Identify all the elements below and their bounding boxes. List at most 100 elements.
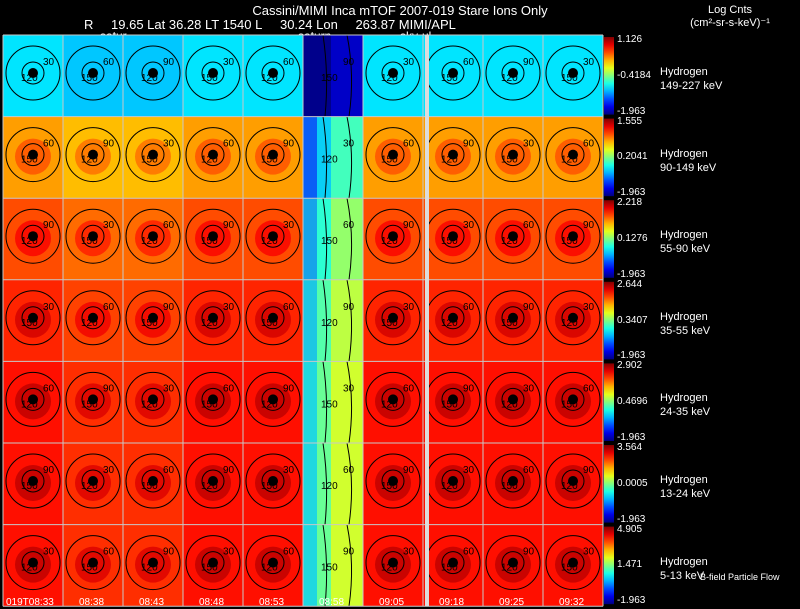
planet-marker [568, 394, 578, 405]
orbit-lat-lt: 19.65 Lat 36.28 LT 1540 L [111, 17, 263, 32]
contour-label: 90 [463, 383, 475, 394]
colorbar [604, 445, 614, 523]
planet-marker [148, 557, 158, 568]
contour-ring [261, 387, 285, 411]
contour-label: 30 [103, 220, 115, 231]
contour-label: 60 [583, 139, 595, 150]
colorbar-max: 2.644 [617, 278, 643, 290]
contour-label: 90 [523, 57, 535, 68]
contour-label: 120 [21, 399, 38, 410]
contour-label: 150 [201, 563, 218, 574]
planet-marker [148, 231, 158, 242]
contour-ring [245, 535, 301, 591]
contour-label: 60 [163, 465, 175, 476]
contour-ring [485, 453, 541, 509]
contour-line [346, 524, 353, 607]
contour-ring [201, 551, 225, 575]
contour-label: 60 [163, 220, 175, 231]
contour-ring [81, 224, 105, 248]
contour-label: 30 [223, 547, 235, 558]
contour-label: 150 [501, 155, 518, 166]
planet-marker [148, 312, 158, 323]
contour-label: 150 [81, 399, 98, 410]
planet-marker [88, 394, 98, 405]
contour-label: 30 [163, 383, 175, 394]
contour-ring [261, 224, 285, 248]
contour-ring [5, 453, 61, 509]
contour-label: 60 [223, 383, 235, 394]
contour-label: 150 [441, 236, 458, 247]
planet-marker [448, 312, 458, 323]
contour-ring [185, 371, 241, 427]
contour-ring [561, 143, 585, 167]
contour-label: 120 [381, 73, 398, 84]
planet-marker [28, 312, 38, 323]
contour-label: 150 [441, 399, 458, 410]
contour-ring [185, 208, 241, 264]
contour-label: 60 [523, 465, 535, 476]
contour-ring [5, 290, 61, 346]
contour-label: 90 [583, 220, 595, 231]
colorbar-mid: -0.4184 [617, 69, 651, 81]
heat-streak [317, 361, 331, 443]
colorbar-max: 2.218 [617, 197, 643, 209]
colorbar [604, 37, 614, 115]
contour-label: 30 [403, 302, 415, 313]
contour-label: 120 [441, 318, 458, 329]
contour-label: 150 [201, 236, 218, 247]
colorbar-min: -1.963 [617, 432, 646, 443]
contour-label: 30 [463, 465, 475, 476]
planet-marker [508, 68, 518, 78]
time-tick: 08:58 [319, 597, 345, 608]
contour-label: 150 [501, 481, 518, 492]
contour-label: 60 [103, 302, 115, 313]
heat-streak [303, 443, 317, 525]
contour-label: 150 [441, 73, 458, 84]
contour-ring [125, 45, 181, 101]
planet-marker [568, 312, 578, 323]
contour-ring [561, 469, 585, 493]
contour-label: 120 [441, 155, 458, 166]
contour-label: 30 [583, 547, 595, 558]
time-tick: 019T08:33 [6, 597, 54, 608]
channel-energy: 13-24 keV [660, 488, 711, 500]
orbit-r: R [84, 17, 94, 32]
contour-label: 60 [283, 302, 295, 313]
contour-label: 150 [321, 563, 338, 574]
contour-label: 30 [403, 57, 415, 68]
contour-ring [245, 208, 301, 264]
planet-marker [448, 149, 458, 160]
planet-marker [388, 394, 398, 405]
planet-marker [508, 394, 518, 405]
contour-ring [201, 306, 225, 330]
channel-energy: 55-90 keV [660, 243, 711, 256]
channel-energy: 5-13 keV [660, 569, 705, 582]
contour-ring [485, 535, 541, 591]
colorbar-max: 2.902 [617, 360, 643, 372]
planet-marker [448, 394, 458, 405]
colorbar-max: 3.564 [617, 442, 643, 453]
contour-ring [185, 535, 241, 591]
contour-ring [81, 61, 105, 85]
contour-ring [545, 290, 601, 346]
contour-ring [125, 127, 181, 183]
contour-ring [5, 371, 61, 427]
contour-ring [141, 469, 165, 493]
planet-marker [448, 557, 458, 568]
planet-marker [88, 149, 98, 160]
contour-label: 60 [223, 139, 235, 150]
contour-line [346, 34, 353, 117]
contour-ring [185, 127, 241, 183]
contour-ring [185, 45, 241, 101]
contour-label: 30 [283, 465, 295, 476]
contour-label: 60 [343, 465, 355, 476]
contour-label: 60 [283, 57, 295, 68]
contour-label: 120 [501, 73, 518, 84]
colorbar-min: -1.963 [617, 105, 646, 117]
contour-label: 30 [43, 57, 55, 68]
contour-label: 150 [141, 155, 158, 166]
planet-marker [568, 149, 578, 160]
contour-ring [381, 469, 405, 493]
planet-marker [28, 394, 38, 405]
channel-energy: 149-227 keV [660, 80, 723, 92]
